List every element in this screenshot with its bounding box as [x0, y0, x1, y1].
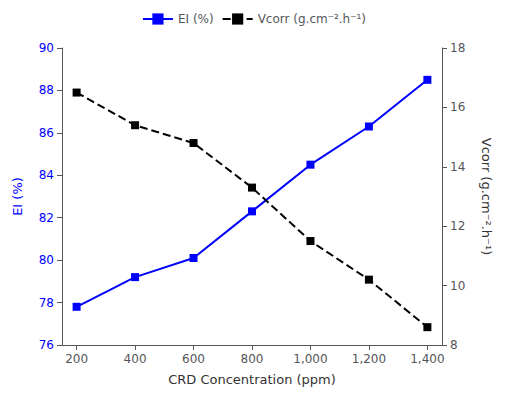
svg-text:1,000: 1,000 [293, 352, 327, 366]
svg-text:CRD Concentration (ppm): CRD Concentration (ppm) [168, 372, 336, 387]
svg-text:14: 14 [450, 160, 465, 174]
svg-text:200: 200 [65, 352, 88, 366]
svg-text:76: 76 [39, 338, 54, 352]
svg-text:12: 12 [450, 219, 465, 233]
svg-text:10: 10 [450, 279, 465, 293]
svg-text:18: 18 [450, 41, 465, 55]
svg-text:Vcorr (g.cm⁻².h⁻¹): Vcorr (g.cm⁻².h⁻¹) [479, 138, 494, 255]
svg-text:8: 8 [450, 338, 458, 352]
svg-text:84: 84 [39, 168, 54, 182]
svg-text:EI (%): EI (%) [178, 12, 214, 26]
svg-text:EI (%): EI (%) [10, 177, 25, 216]
svg-text:90: 90 [39, 41, 54, 55]
svg-text:600: 600 [182, 352, 205, 366]
svg-text:1,400: 1,400 [410, 352, 444, 366]
svg-text:16: 16 [450, 100, 465, 114]
svg-text:88: 88 [39, 83, 54, 97]
svg-text:Vcorr (g.cm⁻².h⁻¹): Vcorr (g.cm⁻².h⁻¹) [258, 12, 366, 26]
svg-text:400: 400 [124, 352, 147, 366]
svg-text:800: 800 [241, 352, 264, 366]
svg-text:82: 82 [39, 211, 54, 225]
svg-text:78: 78 [39, 296, 54, 310]
svg-text:80: 80 [39, 253, 54, 267]
svg-text:1,200: 1,200 [352, 352, 386, 366]
svg-text:86: 86 [39, 126, 54, 140]
